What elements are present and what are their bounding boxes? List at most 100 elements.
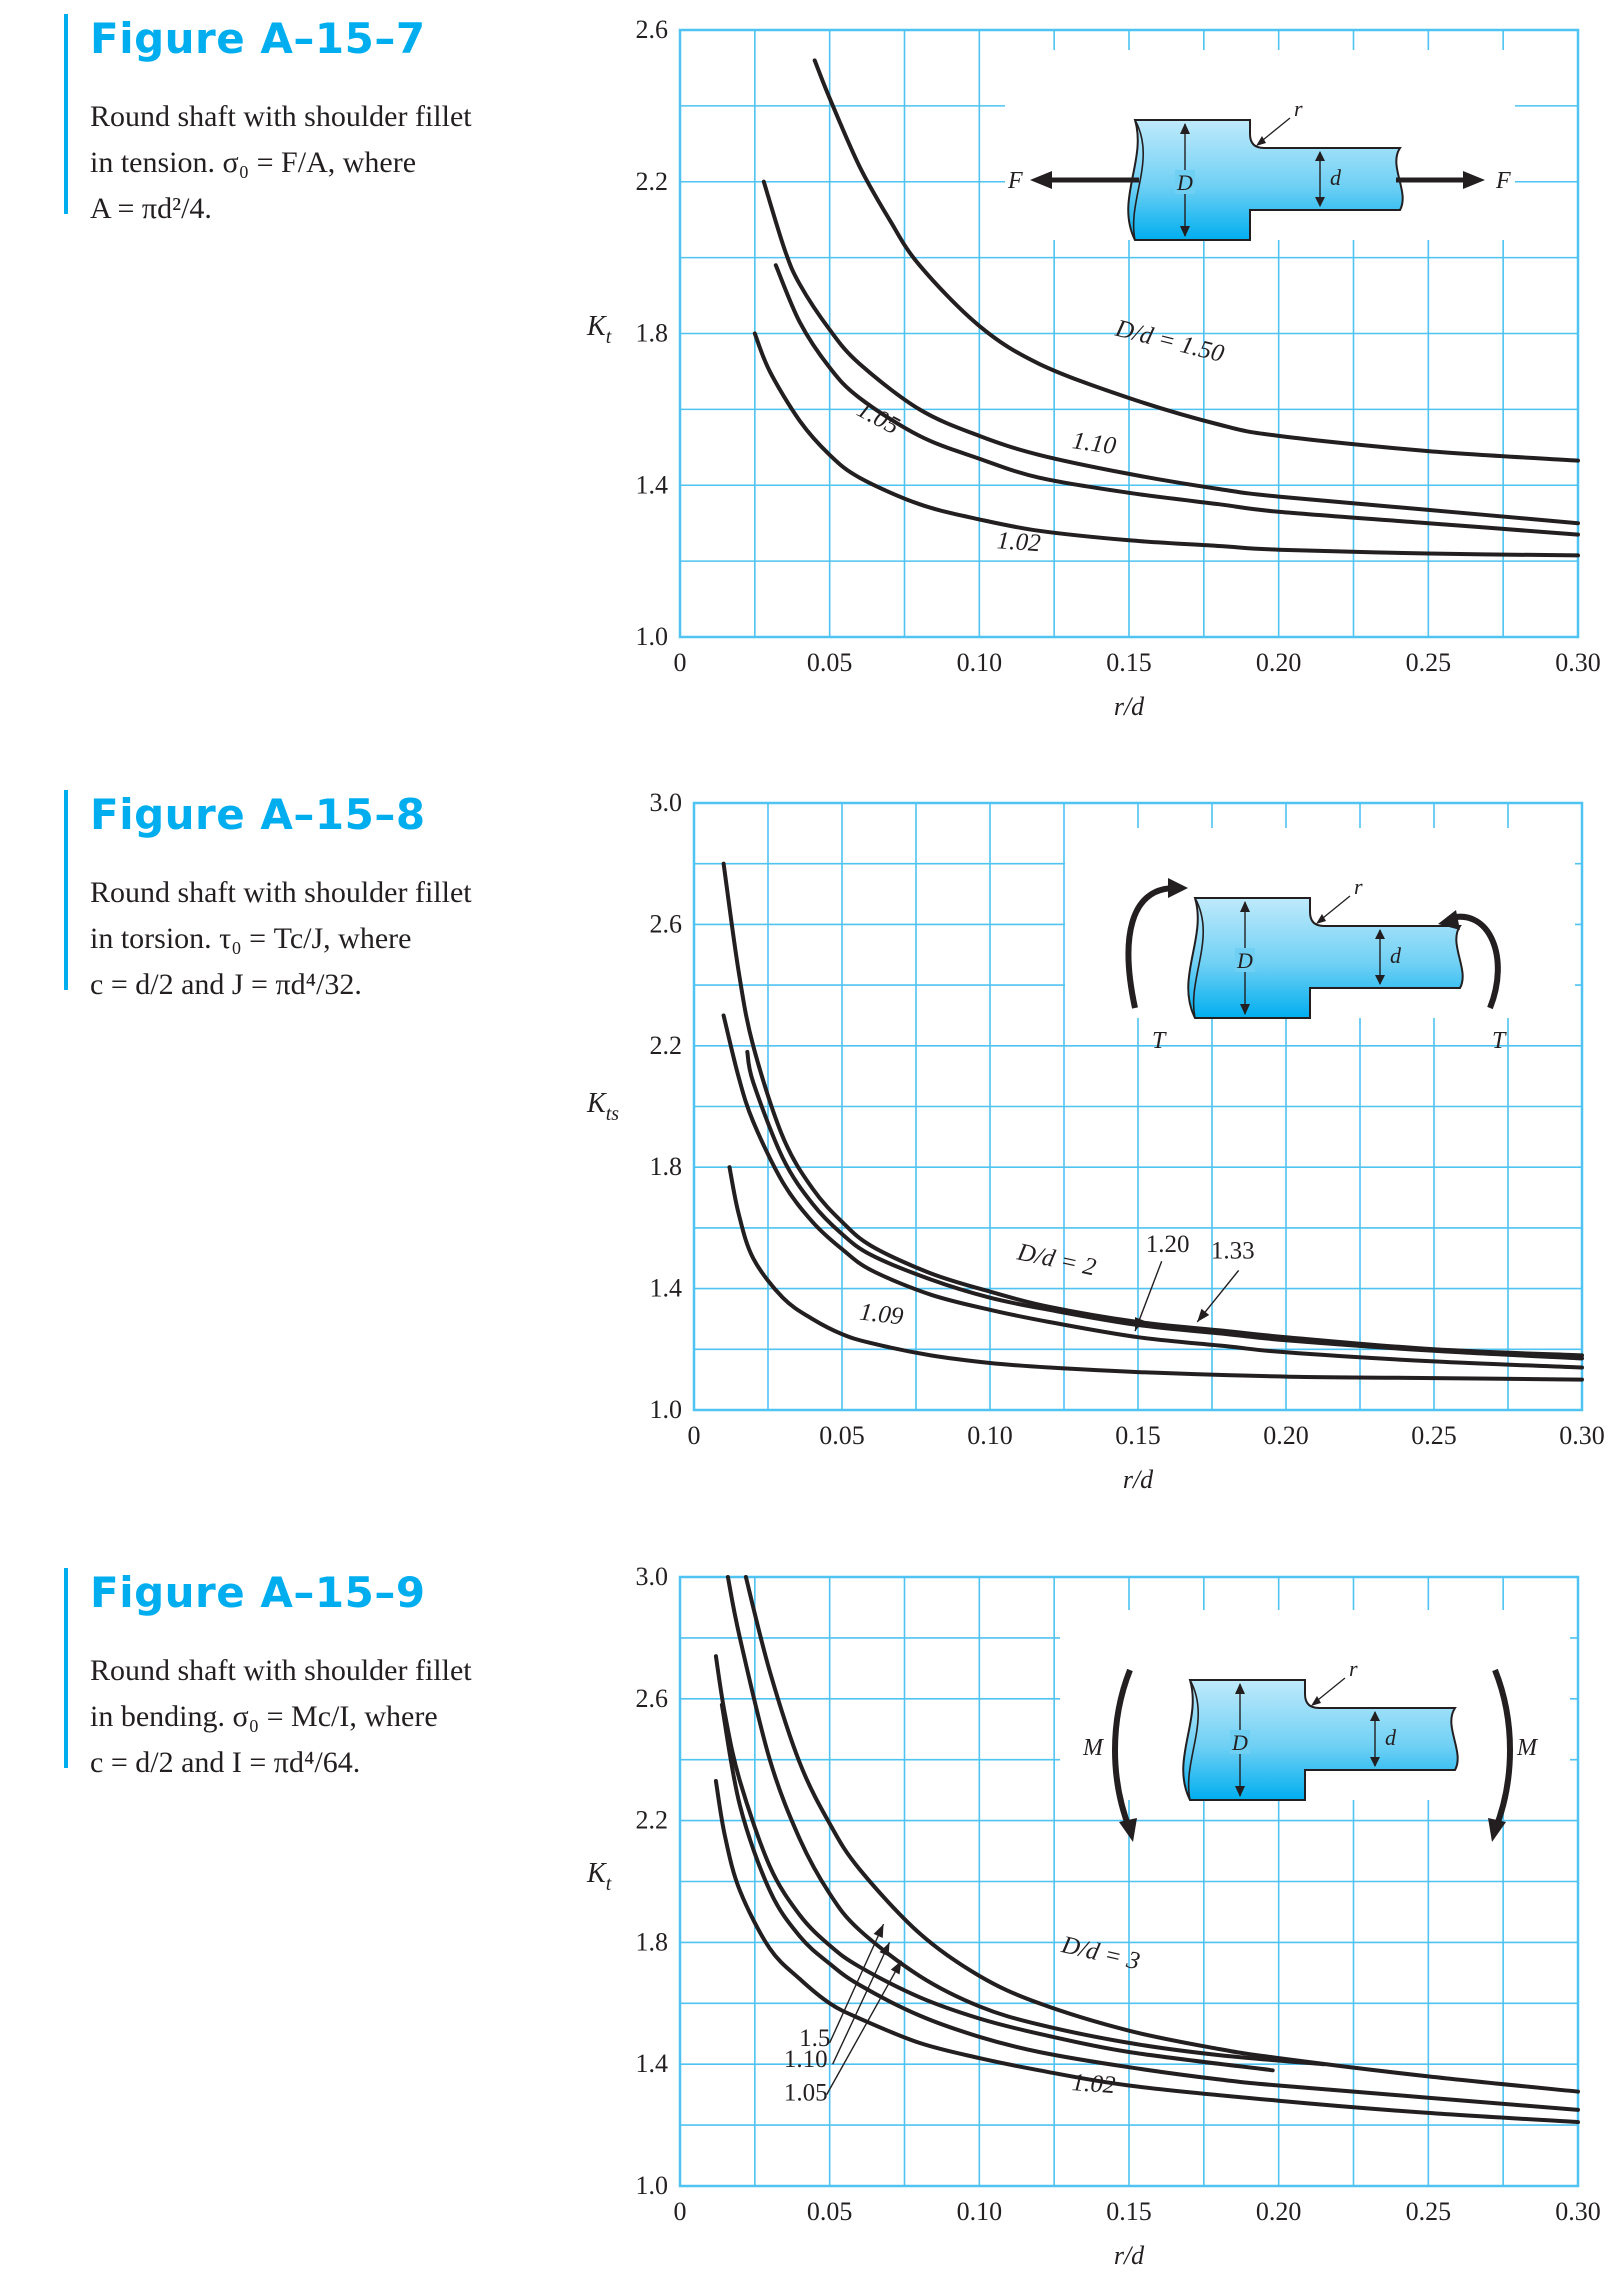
x-tick-label: 0.15 [1106, 2197, 1152, 2226]
right-moment-arrow [1492, 1668, 1513, 1832]
figure-title: Figure A–15–7 [90, 14, 426, 63]
y-axis-label-subscript: t [606, 1873, 612, 1895]
x-tick-label: 0.05 [807, 648, 853, 677]
x-tick-label: 0.10 [957, 648, 1003, 677]
caption-line: Round shaft with shoulder fillet [90, 100, 472, 133]
leader-arrowhead [1135, 1317, 1145, 1332]
curve-label: 1.02 [996, 527, 1042, 557]
right-torque-arrow [1449, 913, 1501, 1010]
y-tick-label: 2.2 [636, 167, 669, 196]
diagram-background [1060, 1610, 1570, 1800]
right-arrowhead [1488, 1818, 1506, 1842]
left-arrowhead [1119, 1818, 1137, 1842]
big-diameter-label: D [1176, 170, 1193, 195]
curve-1-33 [745, 1049, 1584, 1361]
right-arrowhead [1463, 171, 1485, 189]
curve-label: 1.10 [1071, 427, 1119, 460]
caption-line: Round shaft with shoulder fillet [90, 1654, 472, 1687]
left-torque-arrow [1125, 885, 1176, 1009]
y-tick-label: 2.6 [636, 1684, 669, 1713]
leader-arrowhead [1197, 1308, 1210, 1322]
y-tick-label: 3.0 [650, 788, 683, 817]
shaft-body [1182, 1679, 1459, 1801]
curve-D-d-3 [743, 1575, 1580, 2094]
fillet-label: r [1354, 874, 1363, 899]
x-tick-label: 0.25 [1406, 648, 1452, 677]
y-tick-label: 1.0 [650, 1395, 683, 1424]
x-axis-label: r/d [1114, 2241, 1145, 2270]
right-load-label: F [1495, 168, 1511, 194]
big-diameter-label: D [1231, 1730, 1248, 1755]
figure-accent-bar [64, 790, 68, 990]
right-load-label: M [1516, 1735, 1539, 1761]
y-tick-label: 1.4 [636, 470, 669, 499]
left-arrowhead [1030, 171, 1052, 189]
left-moment-arrow [1112, 1668, 1133, 1832]
y-tick-label: 1.8 [636, 1927, 669, 1956]
curve-label: 1.20 [1146, 1231, 1190, 1258]
x-tick-label: 0.10 [957, 2197, 1003, 2226]
x-tick-label: 0.30 [1555, 648, 1601, 677]
shaft-end-line [1132, 119, 1144, 241]
x-tick-label: 0.15 [1106, 648, 1152, 677]
y-tick-label: 1.0 [636, 2171, 669, 2200]
x-tick-label: 0.20 [1256, 648, 1302, 677]
figure-caption: Round shaft with shoulder fillet in tors… [90, 870, 530, 1008]
y-axis-label-subscript: ts [606, 1103, 620, 1125]
figure-accent-bar [64, 14, 68, 214]
leader-line [829, 1923, 885, 2044]
left-load-label: F [1007, 168, 1023, 194]
y-tick-label: 1.8 [650, 1152, 683, 1181]
curve-1-09 [727, 1165, 1584, 1382]
y-tick-label: 3.0 [636, 1562, 669, 1591]
curve-label: 1.5 [799, 2025, 830, 2052]
caption-line: Round shaft with shoulder fillet [90, 876, 472, 909]
leader-arrowhead [890, 1960, 902, 1975]
caption-line: A = πd²/4. [90, 192, 212, 225]
shaft-end-line [1187, 1679, 1199, 1801]
plot-frame [692, 801, 1584, 1412]
y-tick-label: 1.4 [650, 1274, 683, 1303]
x-axis-label: r/d [1123, 1465, 1154, 1494]
curve-D-d-2 [721, 861, 1584, 1358]
curve-1-05 [773, 263, 1580, 537]
y-tick-label: 1.4 [636, 2049, 669, 2078]
x-tick-label: 0.05 [819, 1421, 865, 1450]
x-tick-label: 0.25 [1411, 1421, 1457, 1450]
caption-line: in torsion. τ₀ = Tc/J, where [90, 922, 412, 955]
x-tick-label: 0.20 [1256, 2197, 1302, 2226]
right-load-label: T [1492, 1028, 1507, 1054]
y-tick-label: 2.2 [650, 1031, 683, 1060]
leader-arrowhead [873, 1924, 884, 1939]
stress-concentration-chart-torsion: 0 0.05 0.10 0.15 0.20 0.25 0.30 1.0 1.4 1.8 2.2 2.6… [586, 788, 1605, 1494]
y-tick-label: 2.6 [650, 909, 683, 938]
small-diameter-label: d [1330, 165, 1342, 190]
curve-label: 1.09 [858, 1298, 905, 1330]
x-tick-label: 0.25 [1406, 2197, 1452, 2226]
y-axis-label-subscript: t [606, 326, 612, 348]
leader-line [832, 1942, 891, 2065]
leader-line [826, 1960, 903, 2095]
x-tick-label: 0.05 [807, 2197, 853, 2226]
plot-frame [678, 28, 1580, 639]
leader-arrowhead [879, 1942, 890, 1957]
x-axis-label: r/d [1114, 692, 1145, 721]
y-tick-label: 1.0 [636, 622, 669, 651]
left-arrowhead [1168, 878, 1188, 898]
y-tick-label: 2.6 [636, 15, 669, 44]
fillet-arrowhead [1311, 1696, 1321, 1706]
figure-title: Figure A–15–8 [90, 790, 426, 839]
curve-label: 1.02 [1071, 2069, 1117, 2099]
figure-caption: Round shaft with shoulder fillet in bend… [90, 1648, 530, 1786]
curve-1-02 [713, 1779, 1580, 2125]
curve-label: 1.33 [1211, 1237, 1255, 1264]
small-diameter-label: d [1385, 1725, 1397, 1750]
left-load-label: T [1152, 1028, 1167, 1054]
fillet-label: r [1294, 96, 1303, 121]
curve-1-05 [719, 1702, 1580, 2112]
y-axis-label: Kt [586, 1858, 612, 1895]
plot-frame [678, 1575, 1580, 2188]
